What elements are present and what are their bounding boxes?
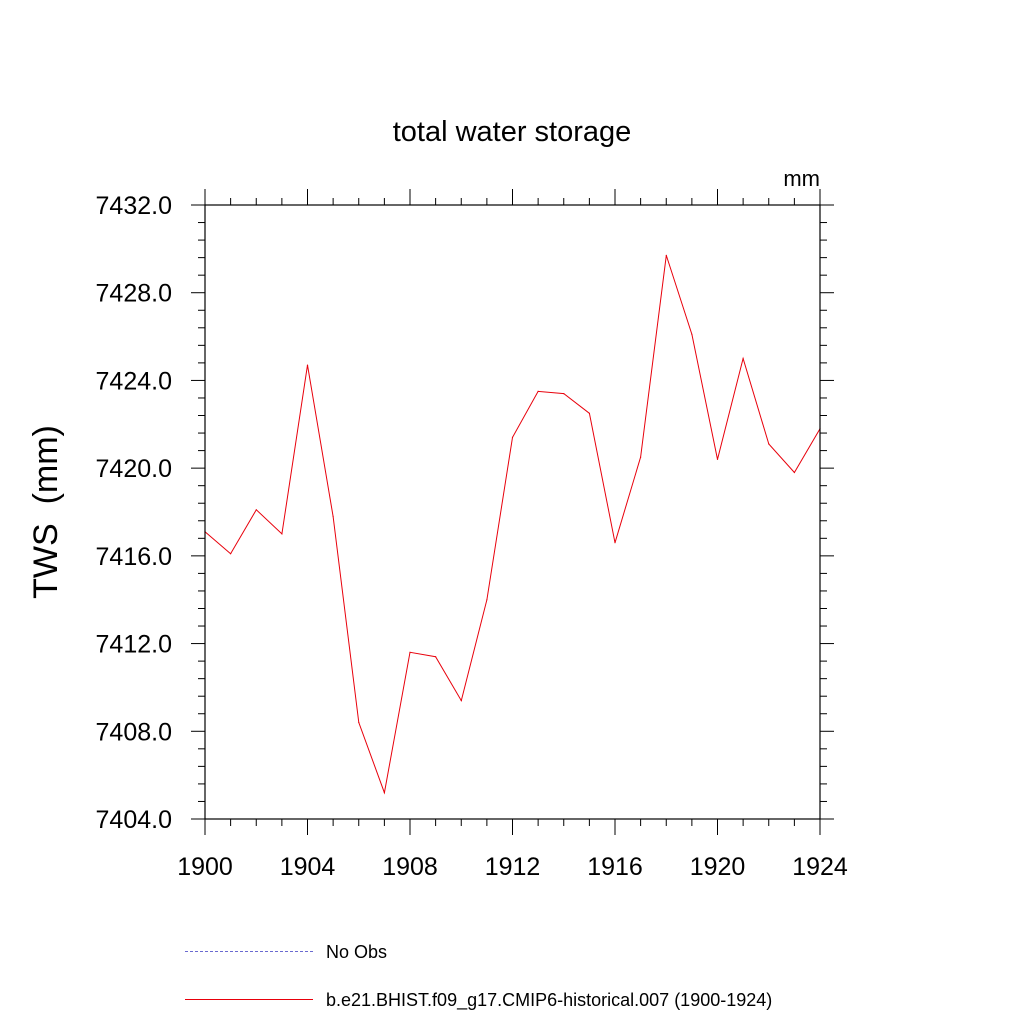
plot-frame [204,204,821,820]
data-point [409,651,411,653]
data-point [768,443,770,445]
y-tick-label: 7424.0 [96,367,172,395]
x-tick-label: 1916 [587,853,643,881]
data-point [511,436,514,438]
legend-swatch-solid [185,999,313,1000]
data-point [230,553,232,555]
data-point [281,533,283,535]
legend-swatch-dashed [185,951,313,952]
y-tick-label: 7408.0 [96,718,172,746]
data-point [588,412,591,414]
data-point [306,364,309,366]
y-tick-label: 7428.0 [96,280,172,308]
y-tick-label: 7412.0 [96,631,172,659]
data-point [537,390,539,392]
x-tick-label: 1904 [280,853,336,881]
data-point [486,599,488,601]
data-point [383,792,385,794]
legend-label-model-run: b.e21.BHIST.f09_g17.CMIP6-historical.007… [326,990,773,1010]
legend-item-no-obs: No Obs [185,940,1015,964]
x-tick-label: 1908 [382,853,438,881]
data-point [665,254,667,256]
data-point [255,509,257,511]
series-line-tws [204,255,821,795]
x-tick-label: 1912 [485,853,541,881]
data-point [742,357,744,360]
data-point [640,456,642,458]
axis-ticks [191,189,834,835]
data-point [358,721,360,724]
chart-title: total water storage [393,116,632,148]
axis-tick-labels: 1900 1904 1908 1912 1916 1920 1924 7404.0 7408.0… [96,192,848,881]
x-tick-label: 1900 [177,853,233,881]
data-point [614,542,616,544]
y-axis-label: TWS (mm) [27,425,65,599]
legend-label-no-obs: No Obs [326,942,388,962]
data-point [691,333,693,335]
y-tick-label: 7416.0 [96,543,172,571]
data-point [332,515,334,518]
units-label: mm [783,166,820,191]
data-series [204,254,821,795]
data-point [563,393,565,395]
data-point [793,471,796,474]
data-point [460,700,462,702]
y-tick-label: 7404.0 [96,806,172,834]
data-point [716,458,719,460]
y-tick-label: 7420.0 [96,455,172,483]
data-point [435,656,437,658]
x-tick-label: 1924 [792,853,848,881]
legend-item-model-run: b.e21.BHIST.f09_g17.CMIP6-historical.007… [185,988,1015,1012]
x-tick-label: 1920 [690,853,746,881]
y-tick-label: 7432.0 [96,192,172,220]
